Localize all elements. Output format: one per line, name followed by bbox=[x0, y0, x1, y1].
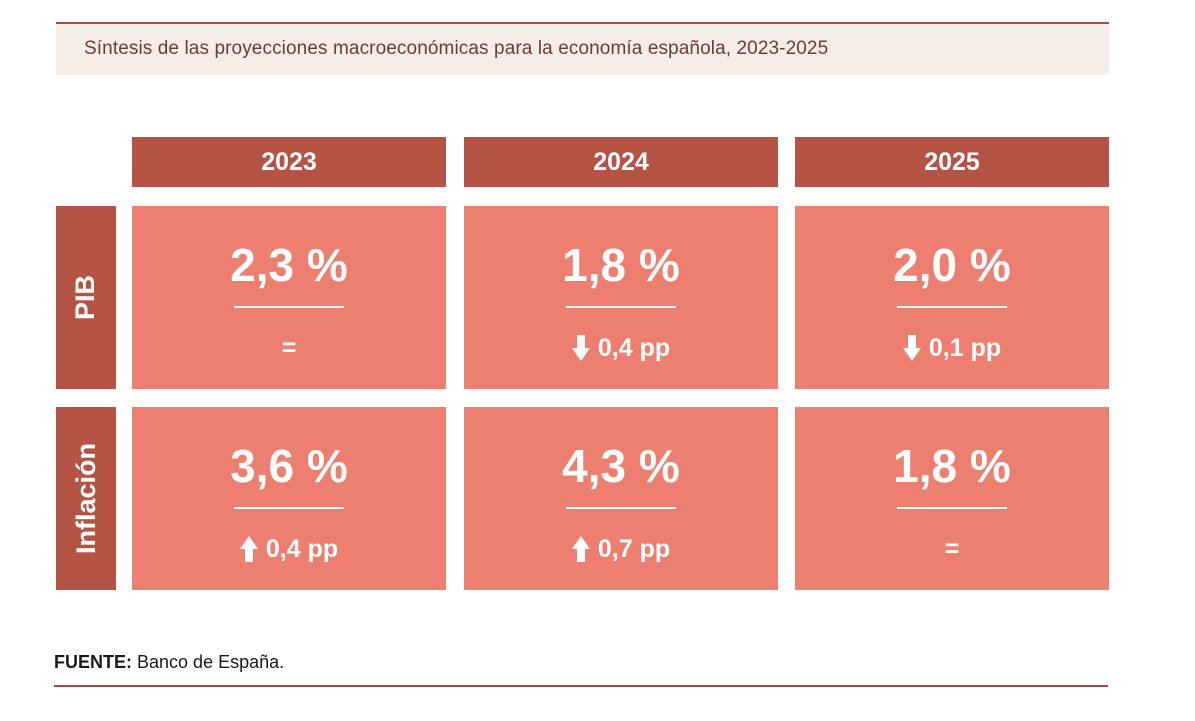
cell-divider bbox=[566, 306, 676, 308]
cell-pib-2025: 2,0 % 0,1 pp bbox=[795, 206, 1109, 389]
change-text: 0,4 pp bbox=[597, 333, 671, 362]
cell-change: 0,4 pp bbox=[132, 531, 446, 567]
arrow-down-icon bbox=[902, 335, 921, 361]
cell-pib-2023: 2,3 % = bbox=[132, 206, 446, 389]
column-header-2025: 2025 bbox=[795, 137, 1109, 187]
cell-change: 0,4 pp bbox=[464, 330, 778, 366]
cell-divider bbox=[897, 306, 1007, 308]
arrow-up-icon bbox=[239, 536, 258, 562]
source-label: FUENTE: bbox=[54, 652, 132, 672]
cell-value: 2,0 % bbox=[893, 239, 1011, 291]
column-header-2024: 2024 bbox=[464, 137, 778, 187]
cell-value: 1,8 % bbox=[893, 440, 1011, 492]
cell-pib-2024: 1,8 % 0,4 pp bbox=[464, 206, 778, 389]
cell-divider bbox=[566, 507, 676, 509]
cell-value: 1,8 % bbox=[562, 239, 680, 291]
cell-change: = bbox=[795, 531, 1109, 567]
cell-divider bbox=[234, 507, 344, 509]
change-text: 0,4 pp bbox=[265, 534, 339, 563]
change-text: = bbox=[944, 534, 960, 563]
source-text: Banco de España. bbox=[137, 652, 285, 672]
arrow-down-icon bbox=[571, 335, 590, 361]
cell-divider bbox=[897, 507, 1007, 509]
row-label-inflacion: Inflación bbox=[70, 442, 101, 555]
cell-change: = bbox=[132, 330, 446, 366]
arrow-up-icon bbox=[571, 536, 590, 562]
cell-value: 4,3 % bbox=[562, 440, 680, 492]
cell-inflacion-2023: 3,6 % 0,4 pp bbox=[132, 407, 446, 590]
row-header-pib: PIB bbox=[56, 206, 116, 389]
cell-inflacion-2024: 4,3 % 0,7 pp bbox=[464, 407, 778, 590]
cell-value: 2,3 % bbox=[230, 239, 348, 291]
cell-change: 0,1 pp bbox=[795, 330, 1109, 366]
cell-change: 0,7 pp bbox=[464, 531, 778, 567]
column-header-2023: 2023 bbox=[132, 137, 446, 187]
change-text: 0,7 pp bbox=[597, 534, 671, 563]
bottom-divider bbox=[54, 685, 1108, 687]
chart-title: Síntesis de las proyecciones macroeconóm… bbox=[84, 38, 829, 59]
change-text: 0,1 pp bbox=[928, 333, 1002, 362]
title-box: Síntesis de las proyecciones macroeconóm… bbox=[56, 22, 1109, 75]
row-label-pib: PIB bbox=[70, 274, 101, 321]
change-text: = bbox=[281, 333, 297, 362]
source-note: FUENTE: Banco de España. bbox=[54, 652, 284, 673]
cell-inflacion-2025: 1,8 % = bbox=[795, 407, 1109, 590]
cell-divider bbox=[234, 306, 344, 308]
row-header-inflacion: Inflación bbox=[56, 407, 116, 590]
cell-value: 3,6 % bbox=[230, 440, 348, 492]
